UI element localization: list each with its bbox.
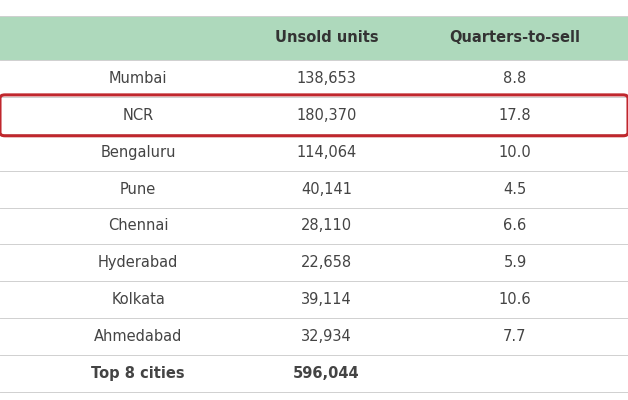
Text: 22,658: 22,658	[301, 255, 352, 270]
Text: 180,370: 180,370	[296, 108, 357, 123]
FancyBboxPatch shape	[0, 318, 628, 355]
Text: Hyderabad: Hyderabad	[98, 255, 178, 270]
Text: 4.5: 4.5	[503, 182, 527, 197]
FancyBboxPatch shape	[0, 281, 628, 318]
Text: 40,141: 40,141	[301, 182, 352, 197]
FancyBboxPatch shape	[0, 171, 628, 208]
Text: Pune: Pune	[120, 182, 156, 197]
Text: 5.9: 5.9	[503, 255, 527, 270]
FancyBboxPatch shape	[0, 134, 628, 171]
Text: 28,110: 28,110	[301, 218, 352, 234]
Text: 138,653: 138,653	[296, 71, 357, 86]
Text: Kolkata: Kolkata	[111, 292, 165, 307]
Text: 7.7: 7.7	[503, 329, 527, 344]
Text: 10.0: 10.0	[499, 145, 531, 160]
FancyBboxPatch shape	[0, 97, 628, 134]
Text: 114,064: 114,064	[296, 145, 357, 160]
Text: 6.6: 6.6	[503, 218, 527, 234]
FancyBboxPatch shape	[0, 355, 628, 392]
Text: Chennai: Chennai	[108, 218, 168, 234]
Text: 39,114: 39,114	[301, 292, 352, 307]
Text: Ahmedabad: Ahmedabad	[94, 329, 182, 344]
Text: Mumbai: Mumbai	[109, 71, 168, 86]
FancyBboxPatch shape	[0, 208, 628, 244]
Text: Bengaluru: Bengaluru	[100, 145, 176, 160]
Text: 10.6: 10.6	[499, 292, 531, 307]
Text: 32,934: 32,934	[301, 329, 352, 344]
Text: Top 8 cities: Top 8 cities	[91, 366, 185, 381]
Text: 596,044: 596,044	[293, 366, 360, 381]
FancyBboxPatch shape	[0, 244, 628, 281]
Text: Quarters-to-sell: Quarters-to-sell	[450, 30, 580, 46]
Text: 17.8: 17.8	[499, 108, 531, 123]
Text: Unsold units: Unsold units	[274, 30, 379, 46]
FancyBboxPatch shape	[0, 16, 628, 60]
Text: NCR: NCR	[122, 108, 154, 123]
Text: 8.8: 8.8	[503, 71, 527, 86]
FancyBboxPatch shape	[0, 60, 628, 97]
